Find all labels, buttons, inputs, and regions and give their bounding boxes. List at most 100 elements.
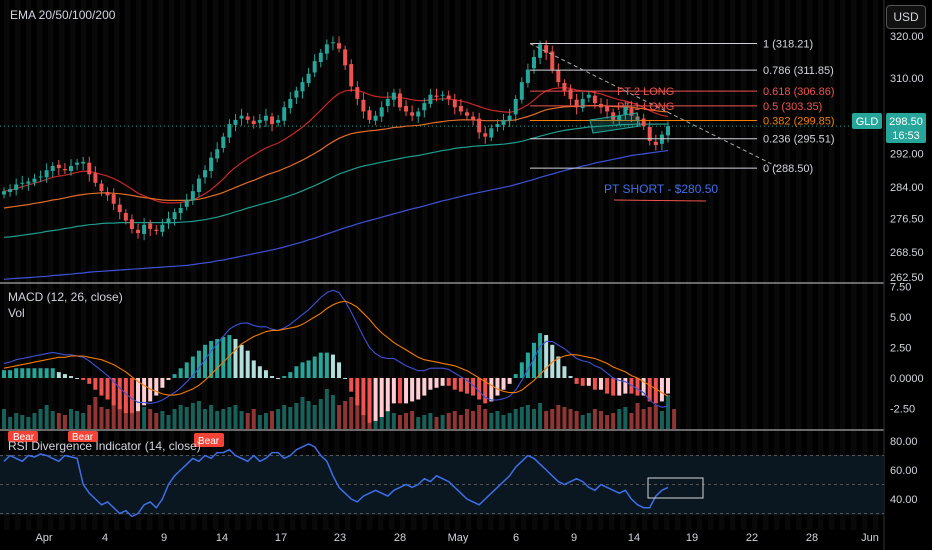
time-band <box>26 0 32 530</box>
volume-bar <box>629 413 634 429</box>
rsi-line <box>0 443 884 518</box>
volume-bar <box>458 415 463 429</box>
rsi-axis[interactable]: 80.00 60.00 40.00 <box>890 436 918 506</box>
candle-body <box>568 89 573 99</box>
volume-bar <box>586 413 591 429</box>
candle-body <box>294 90 299 98</box>
volume-bar <box>318 399 323 429</box>
time-axis[interactable]: Apr 4 9 14 17 23 28 May 6 9 14 19 22 28 Jun <box>35 532 878 544</box>
fibonacci-retracement[interactable]: 1 (318.21) 0.786 (311.85) 0.618 (306.86) 0.… <box>529 39 835 176</box>
candle-body <box>495 124 500 128</box>
volume-bar <box>513 409 518 429</box>
fib-level-label: 0.618 (306.86) <box>763 86 835 98</box>
rsi-title[interactable]: RSI Divergence Indicator (14, close) <box>8 439 201 453</box>
volume-bar <box>568 409 573 429</box>
macd-histogram-bar <box>93 378 98 390</box>
macd-histogram-bar <box>330 354 335 378</box>
time-band <box>158 0 164 530</box>
consolidation-channel <box>589 112 641 134</box>
volume-bar <box>666 395 670 429</box>
macd-histogram-bar <box>38 368 43 378</box>
volume-bar <box>416 417 421 429</box>
time-band <box>829 0 835 530</box>
macd-histogram-bar <box>154 378 159 396</box>
macd-histogram-bar <box>416 378 421 400</box>
macd-histogram-bar <box>44 368 49 378</box>
volume-bar <box>312 405 317 429</box>
volume-title[interactable]: Vol <box>8 306 25 320</box>
volume-bar <box>282 405 287 429</box>
volume-bar <box>434 417 439 429</box>
time-band <box>708 0 714 530</box>
volume-bar <box>166 415 171 429</box>
candle-body <box>501 119 506 125</box>
candle-body <box>2 191 6 195</box>
macd-histogram-bar <box>666 378 670 394</box>
macd-title[interactable]: MACD (12, 26, close) <box>8 290 123 304</box>
candle-body <box>397 93 402 108</box>
time-tick-label: 28 <box>806 532 818 544</box>
macd-histogram-bar <box>111 378 116 406</box>
price-axis[interactable]: 320.00310.00300.00292.00284.00276.50268.… <box>890 31 924 284</box>
volume-bar <box>519 407 524 429</box>
candle-body <box>404 106 409 112</box>
macd-histogram-bar <box>464 378 469 394</box>
macd-histogram-bar <box>562 366 567 378</box>
macd-histogram-bar <box>483 378 488 404</box>
volume-bar <box>75 411 80 429</box>
last-price-value: 298.50 <box>889 116 923 128</box>
volume-bar <box>659 411 664 429</box>
candle-body <box>56 164 61 169</box>
time-band <box>180 0 186 530</box>
macd-axis[interactable]: 7.50 5.00 2.50 0.0000 -2.50 <box>890 282 924 416</box>
time-band <box>400 0 406 530</box>
macd-histogram-bar <box>385 378 390 412</box>
price-tick-label: 310.00 <box>890 73 924 85</box>
macd-histogram-bar <box>580 378 585 386</box>
time-band <box>422 0 428 530</box>
price-tick-label: 292.00 <box>890 148 924 160</box>
volume-bar <box>653 405 658 429</box>
time-tick-label: 4 <box>102 532 108 544</box>
volume-bar <box>44 405 49 429</box>
currency-button[interactable]: USD <box>886 5 926 29</box>
candle-body <box>129 219 134 229</box>
time-band <box>202 0 208 530</box>
time-band <box>532 0 538 530</box>
macd-line <box>3 289 669 408</box>
candle-body <box>647 127 652 141</box>
candle-body <box>605 106 610 112</box>
candle-body <box>641 118 646 127</box>
candle-body <box>87 162 92 175</box>
volume-bar <box>598 411 603 429</box>
candle-body <box>306 73 311 83</box>
time-tick-label: 19 <box>686 532 698 544</box>
volume-bar <box>87 405 92 429</box>
time-band <box>477 0 483 530</box>
candle-body <box>196 178 201 193</box>
ema50-line <box>3 104 669 209</box>
volume-bar <box>172 409 177 429</box>
candle-body <box>215 149 220 159</box>
candle-body <box>489 128 494 138</box>
time-band <box>741 0 747 530</box>
candle-body <box>330 42 335 44</box>
candle-body <box>343 49 348 66</box>
macd-histogram-bar <box>434 378 439 388</box>
bar-countdown: 16:53 <box>892 130 920 142</box>
macd-histogram-bar <box>489 378 494 402</box>
volume-bar <box>623 407 628 429</box>
macd-histogram-bar <box>458 378 463 392</box>
candle-body <box>538 44 543 58</box>
time-band <box>312 0 318 530</box>
macd-histogram-bar <box>525 352 530 378</box>
bear-text: Bear <box>13 432 35 443</box>
time-band <box>224 0 230 530</box>
time-band <box>587 0 593 530</box>
macd-histogram-bar <box>239 344 244 378</box>
pt-short-underline <box>613 199 707 202</box>
volume-bar <box>373 413 378 429</box>
candle-body <box>105 192 110 196</box>
ema-indicator-title[interactable]: EMA 20/50/100/200 <box>10 8 116 22</box>
